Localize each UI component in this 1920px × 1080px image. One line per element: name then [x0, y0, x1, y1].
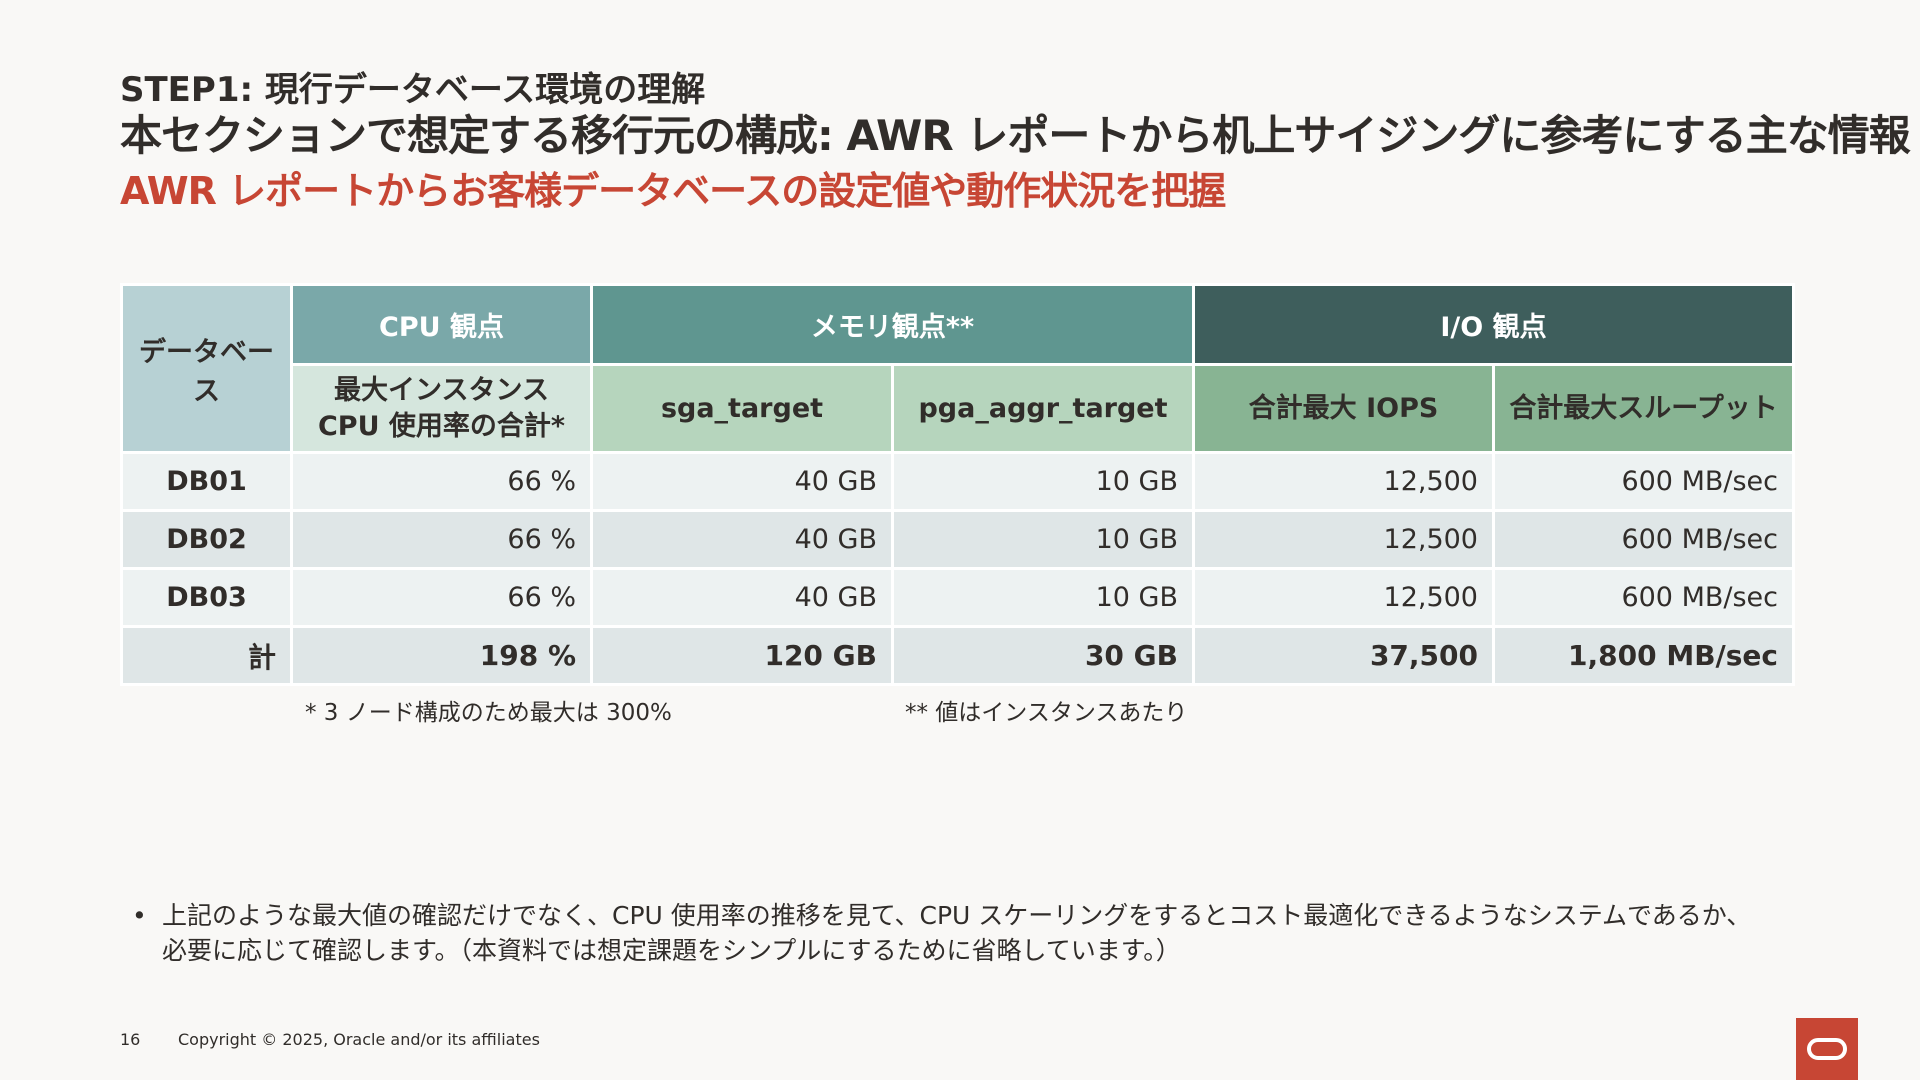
oracle-logo-icon: [1807, 1038, 1847, 1060]
cell-sga: 40 GB: [590, 567, 894, 628]
bullet-line1: 上記のような最大値の確認だけでなく、CPU 使用率の推移を見て、CPU スケーリ…: [162, 901, 1752, 930]
header-cpu-usage: 最大インスタンス CPU 使用率の合計*: [290, 363, 593, 454]
header-cpu-group: CPU 観点: [290, 283, 593, 366]
slide-subtitle: AWR レポートからお客様データベースの設定値や動作状況を把握: [120, 169, 1226, 213]
cell-db-name: DB02: [120, 509, 293, 570]
cell-throughput: 600 MB/sec: [1491, 567, 1796, 628]
sizing-table: データベース CPU 観点 メモリ観点** I/O 観点 最大インスタンス CP…: [120, 283, 1796, 686]
cell-cpu: 66 %: [290, 509, 593, 570]
header-cpu-usage-line1: 最大インスタンス: [334, 375, 549, 407]
cell-pga: 10 GB: [891, 509, 1195, 570]
cell-cpu: 66 %: [290, 451, 593, 512]
table-row: DB01 66 % 40 GB 10 GB 12,500 600 MB/sec: [120, 451, 1796, 512]
cell-total-throughput: 1,800 MB/sec: [1491, 625, 1796, 686]
header-total-iops: 合計最大 IOPS: [1192, 363, 1495, 454]
table-row: DB02 66 % 40 GB 10 GB 12,500 600 MB/sec: [120, 509, 1796, 570]
slide-title: 本セクションで想定する移行元の構成: AWR レポートから机上サイジングに参考に…: [120, 111, 1911, 160]
bullet-dot: •: [132, 901, 147, 930]
header-pga-aggr-target: pga_aggr_target: [891, 363, 1195, 454]
cell-iops: 12,500: [1192, 567, 1495, 628]
cell-total-label: 計: [120, 625, 293, 686]
cell-total-cpu: 198 %: [290, 625, 593, 686]
cell-iops: 12,500: [1192, 451, 1495, 512]
cell-sga: 40 GB: [590, 509, 894, 570]
cell-throughput: 600 MB/sec: [1491, 451, 1796, 512]
cell-total-sga: 120 GB: [590, 625, 894, 686]
cell-total-iops: 37,500: [1192, 625, 1495, 686]
table-header-sub-row: 最大インスタンス CPU 使用率の合計* sga_target pga_aggr…: [122, 363, 1796, 454]
header-io-group: I/O 観点: [1191, 283, 1796, 366]
bullet-list: • 上記のような最大値の確認だけでなく、CPU 使用率の推移を見て、CPU スケ…: [132, 898, 1751, 968]
footnote-cpu: * 3 ノード構成のため最大は 300%: [305, 700, 672, 726]
table-total-row: 計 198 % 120 GB 30 GB 37,500 1,800 MB/sec: [120, 625, 1796, 686]
footnote-memory: ** 値はインスタンスあたり: [905, 700, 1188, 726]
bullet-item: • 上記のような最大値の確認だけでなく、CPU 使用率の推移を見て、CPU スケ…: [132, 898, 1751, 933]
cell-cpu: 66 %: [290, 567, 593, 628]
bullet-line2: 必要に応じて確認します。（本資料では想定課題をシンプルにするために省略しています…: [162, 936, 1181, 965]
table-row: DB03 66 % 40 GB 10 GB 12,500 600 MB/sec: [120, 567, 1796, 628]
header-sga-target: sga_target: [590, 363, 894, 454]
header-cpu-usage-line2: CPU 使用率の合計*: [317, 410, 566, 442]
cell-db-name: DB03: [120, 567, 293, 628]
header-memory-group: メモリ観点**: [590, 283, 1195, 366]
cell-throughput: 600 MB/sec: [1491, 509, 1796, 570]
copyright-text: Copyright © 2025, Oracle and/or its affi…: [178, 1030, 540, 1049]
cell-db-name: DB01: [120, 451, 293, 512]
table-header-group-row: データベース CPU 観点 メモリ観点** I/O 観点: [120, 283, 1796, 454]
header-database: データベース: [120, 283, 293, 454]
page-number: 16: [120, 1030, 141, 1049]
step-heading: STEP1: 現行データベース環境の理解: [120, 70, 706, 110]
cell-sga: 40 GB: [590, 451, 894, 512]
cell-total-pga: 30 GB: [891, 625, 1195, 686]
cell-pga: 10 GB: [891, 567, 1195, 628]
bullet-continuation: 必要に応じて確認します。（本資料では想定課題をシンプルにするために省略しています…: [132, 933, 1751, 968]
oracle-logo: [1796, 1018, 1858, 1080]
header-total-throughput: 合計最大スループット: [1491, 363, 1796, 454]
cell-iops: 12,500: [1192, 509, 1495, 570]
cell-pga: 10 GB: [891, 451, 1195, 512]
